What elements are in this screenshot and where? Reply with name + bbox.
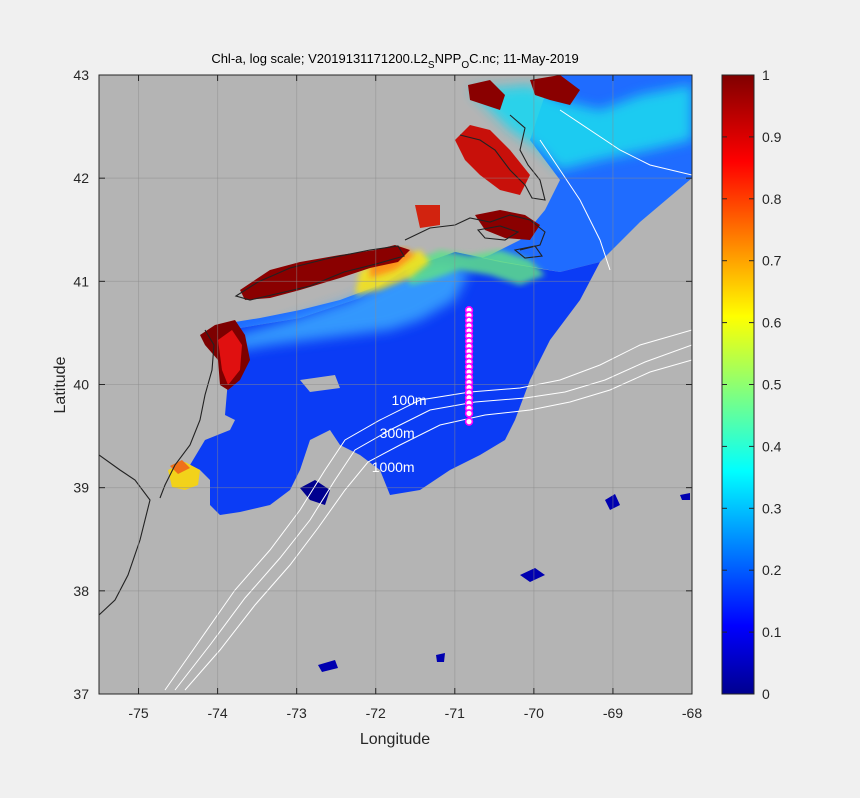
- chl-dark-patch-5: [436, 653, 445, 662]
- y-tick-label: 37: [73, 686, 89, 702]
- y-axis-label: Latitude: [52, 356, 69, 413]
- chl-dark-patch-3: [605, 494, 620, 510]
- coast-nantucket: [513, 245, 543, 259]
- chl-dark-patch-1: [300, 480, 330, 505]
- x-axis-label: Longitude: [360, 731, 430, 748]
- contour-labels: 100m 300m 1000m: [372, 392, 427, 475]
- colorbar-gradient: [722, 75, 754, 694]
- chl-cyan-plume: [470, 85, 692, 170]
- chl-yellow-band: [355, 250, 430, 295]
- chl-dark-red-longisland: [240, 245, 410, 300]
- map-plot-area: 100m 300m 1000m: [98, 74, 693, 695]
- x-tick-label: -73: [287, 705, 307, 721]
- coast-longisland: [234, 245, 405, 301]
- contour-1000m: [184, 359, 692, 691]
- chl-orange-delaware: [170, 460, 190, 474]
- chlorophyll-field: [168, 75, 692, 672]
- colorbar-tick-label: 0.4: [762, 438, 782, 454]
- contour-shelf-inner: [539, 139, 611, 271]
- colorbar-tick-label: 0.2: [762, 562, 782, 578]
- x-tick-label: -68: [682, 705, 702, 721]
- chl-dark-red-capecod: [468, 80, 505, 110]
- cloud-gap-1: [300, 375, 340, 392]
- x-tick-label: -72: [366, 705, 386, 721]
- chl-red-capecod: [455, 125, 530, 195]
- y-axis: 37 38 39 40 41 42 43: [73, 67, 692, 702]
- chl-red-buzzards: [415, 205, 440, 228]
- bathymetry-contours: [164, 109, 692, 691]
- coast-capecod: [459, 114, 546, 201]
- colorbar-tick-label: 0.6: [762, 315, 782, 331]
- colorbar: 0 0.1 0.2 0.3 0.4 0.5 0.6 0.7 0.8 0.9 1: [721, 67, 782, 702]
- coast-marthas-vineyard: [476, 225, 520, 241]
- chl-dark-patch-6: [680, 493, 690, 500]
- coastline: [99, 114, 546, 616]
- colorbar-tick-label: 0.5: [762, 377, 782, 393]
- y-tick-label: 42: [73, 170, 89, 186]
- contour-100m: [164, 329, 692, 691]
- colorbar-tick-label: 0.7: [762, 253, 782, 269]
- chl-dark-patch-2: [520, 568, 545, 582]
- station-point: [464, 417, 474, 426]
- x-axis: -75 -74 -73 -72 -71 -70 -69 -68: [128, 75, 702, 721]
- y-tick-label: 38: [73, 583, 89, 599]
- chl-dark-red-islands: [475, 210, 540, 240]
- colorbar-tick-label: 0.8: [762, 191, 782, 207]
- colorbar-tick-label: 1: [762, 67, 770, 83]
- chart-title: Chl-a, log scale; V2019131171200.L2SNPPO…: [211, 51, 578, 71]
- contour-gom: [559, 109, 692, 176]
- x-tick-label: -75: [128, 705, 148, 721]
- contour-label: 100m: [392, 392, 427, 408]
- x-tick-label: -69: [603, 705, 623, 721]
- y-tick-label: 39: [73, 480, 89, 496]
- chl-green-coast: [405, 250, 545, 285]
- y-tick-label: 41: [73, 273, 89, 289]
- colorbar-tick-label: 0.9: [762, 129, 782, 145]
- coast-ct-ri: [404, 214, 546, 251]
- contour-300m: [174, 344, 692, 691]
- contour-label: 300m: [380, 425, 415, 441]
- x-tick-label: -74: [207, 705, 227, 721]
- coast-mainland-ny: [99, 454, 151, 616]
- colorbar-tick-label: 0.1: [762, 624, 782, 640]
- colorbar-tick-label: 0: [762, 686, 770, 702]
- chl-offshore-blue: [190, 252, 600, 515]
- colorbar-ticks: 0 0.1 0.2 0.3 0.4 0.5 0.6 0.7 0.8 0.9 1: [722, 67, 782, 702]
- contour-label: 1000m: [372, 459, 415, 475]
- colorbar-tick-label: 0.3: [762, 500, 782, 516]
- chl-dark-red-bay: [530, 75, 580, 105]
- coast-nj: [159, 329, 215, 499]
- x-tick-label: -70: [524, 705, 544, 721]
- chl-dark-patch-4: [318, 660, 338, 672]
- x-tick-label: -71: [445, 705, 465, 721]
- y-tick-label: 43: [73, 67, 89, 83]
- station-point: [464, 409, 474, 418]
- y-tick-label: 40: [73, 377, 89, 393]
- chl-red-njcoast: [218, 330, 242, 385]
- station-transect: [464, 306, 474, 426]
